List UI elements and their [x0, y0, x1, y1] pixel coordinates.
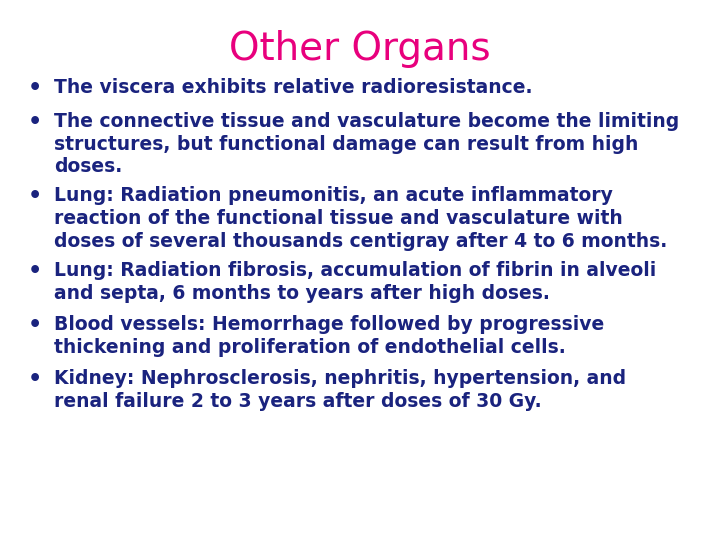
Text: Lung: Radiation fibrosis, accumulation of fibrin in alveoli
and septa, 6 months : Lung: Radiation fibrosis, accumulation o… [54, 261, 656, 302]
Text: •: • [27, 78, 42, 98]
Text: The connective tissue and vasculature become the limiting
structures, but functi: The connective tissue and vasculature be… [54, 112, 679, 176]
Text: •: • [27, 186, 42, 206]
Text: Lung: Radiation pneumonitis, an acute inflammatory
reaction of the functional ti: Lung: Radiation pneumonitis, an acute in… [54, 186, 667, 251]
Text: Blood vessels: Hemorrhage followed by progressive
thickening and proliferation o: Blood vessels: Hemorrhage followed by pr… [54, 315, 604, 356]
Text: The viscera exhibits relative radioresistance.: The viscera exhibits relative radioresis… [54, 78, 533, 97]
Text: Kidney: Nephrosclerosis, nephritis, hypertension, and
renal failure 2 to 3 years: Kidney: Nephrosclerosis, nephritis, hype… [54, 369, 626, 410]
Text: •: • [27, 112, 42, 132]
Text: Other Organs: Other Organs [229, 30, 491, 68]
Text: •: • [27, 315, 42, 335]
Text: •: • [27, 369, 42, 389]
Text: •: • [27, 261, 42, 281]
